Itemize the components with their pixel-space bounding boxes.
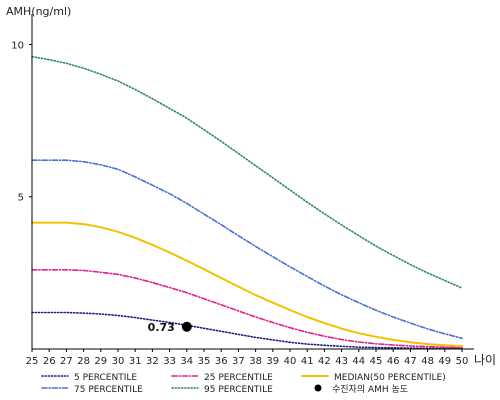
- x-tick-label: 38: [249, 356, 262, 367]
- y-tick-label: 5: [18, 193, 24, 204]
- x-tick-label: 50: [456, 356, 469, 367]
- legend: 5 PERCENTILE 25 PERCENTILE MEDIAN(50 PERCE…: [41, 373, 446, 395]
- x-tick-label: 39: [266, 356, 279, 367]
- series-line: [31, 55, 463, 289]
- x-tick-label: 36: [215, 356, 228, 367]
- series-line: [31, 221, 463, 347]
- marker-layer: 0.73: [148, 321, 192, 334]
- x-tick-label: 30: [112, 356, 125, 367]
- x-tick-label: 47: [404, 356, 417, 367]
- x-tick-label: 25: [26, 356, 39, 367]
- x-tick-label: 40: [284, 356, 297, 367]
- x-tick-label: 33: [163, 356, 176, 367]
- x-tick-label: 31: [129, 356, 142, 367]
- series-line: [31, 311, 463, 350]
- x-tick-label: 49: [438, 356, 451, 367]
- x-tick-label: 48: [421, 356, 434, 367]
- x-tick-label: 42: [318, 356, 331, 367]
- legend-label: MEDIAN(50 PERCENTILE): [334, 373, 446, 383]
- x-tick-label: 26: [43, 356, 56, 367]
- series-line: [31, 268, 463, 349]
- x-tick-label: 34: [180, 356, 193, 367]
- legend-label: 25 PERCENTILE: [204, 373, 273, 383]
- legend-label: 95 PERCENTILE: [204, 385, 273, 395]
- series-line: [31, 159, 463, 340]
- x-tick-label: 43: [335, 356, 348, 367]
- legend-label: 5 PERCENTILE: [74, 373, 137, 383]
- x-tick-label: 41: [301, 356, 314, 367]
- patient-marker-label: 0.73: [148, 321, 175, 334]
- x-tick-label: 28: [77, 356, 90, 367]
- x-tick-label: 44: [352, 356, 365, 367]
- x-tick-label: 37: [232, 356, 245, 367]
- x-tick-label: 32: [146, 356, 159, 367]
- patient-marker-point: [181, 321, 192, 332]
- x-tick-label: 35: [198, 356, 211, 367]
- x-tick-label: 27: [60, 356, 73, 367]
- x-tick-label: 29: [94, 356, 107, 367]
- y-tick-label: 10: [11, 40, 24, 51]
- y-axis-label: AMH(ng/ml): [6, 5, 71, 18]
- legend-marker-swatch: [314, 384, 322, 392]
- x-axis-ticks: 25 26 27 28 29 30 31 32 33 34 35 36 37 38 39 40 41 42 43 44…: [26, 349, 469, 367]
- legend-label: 수진자의 AMH 농도: [332, 384, 408, 395]
- legend-label: 75 PERCENTILE: [74, 385, 143, 395]
- y-axis-ticks: 5 10: [11, 40, 32, 204]
- x-axis-label: 나이: [474, 353, 496, 367]
- x-tick-label: 46: [387, 356, 400, 367]
- series-layer: [31, 55, 463, 350]
- x-tick-label: 45: [370, 356, 383, 367]
